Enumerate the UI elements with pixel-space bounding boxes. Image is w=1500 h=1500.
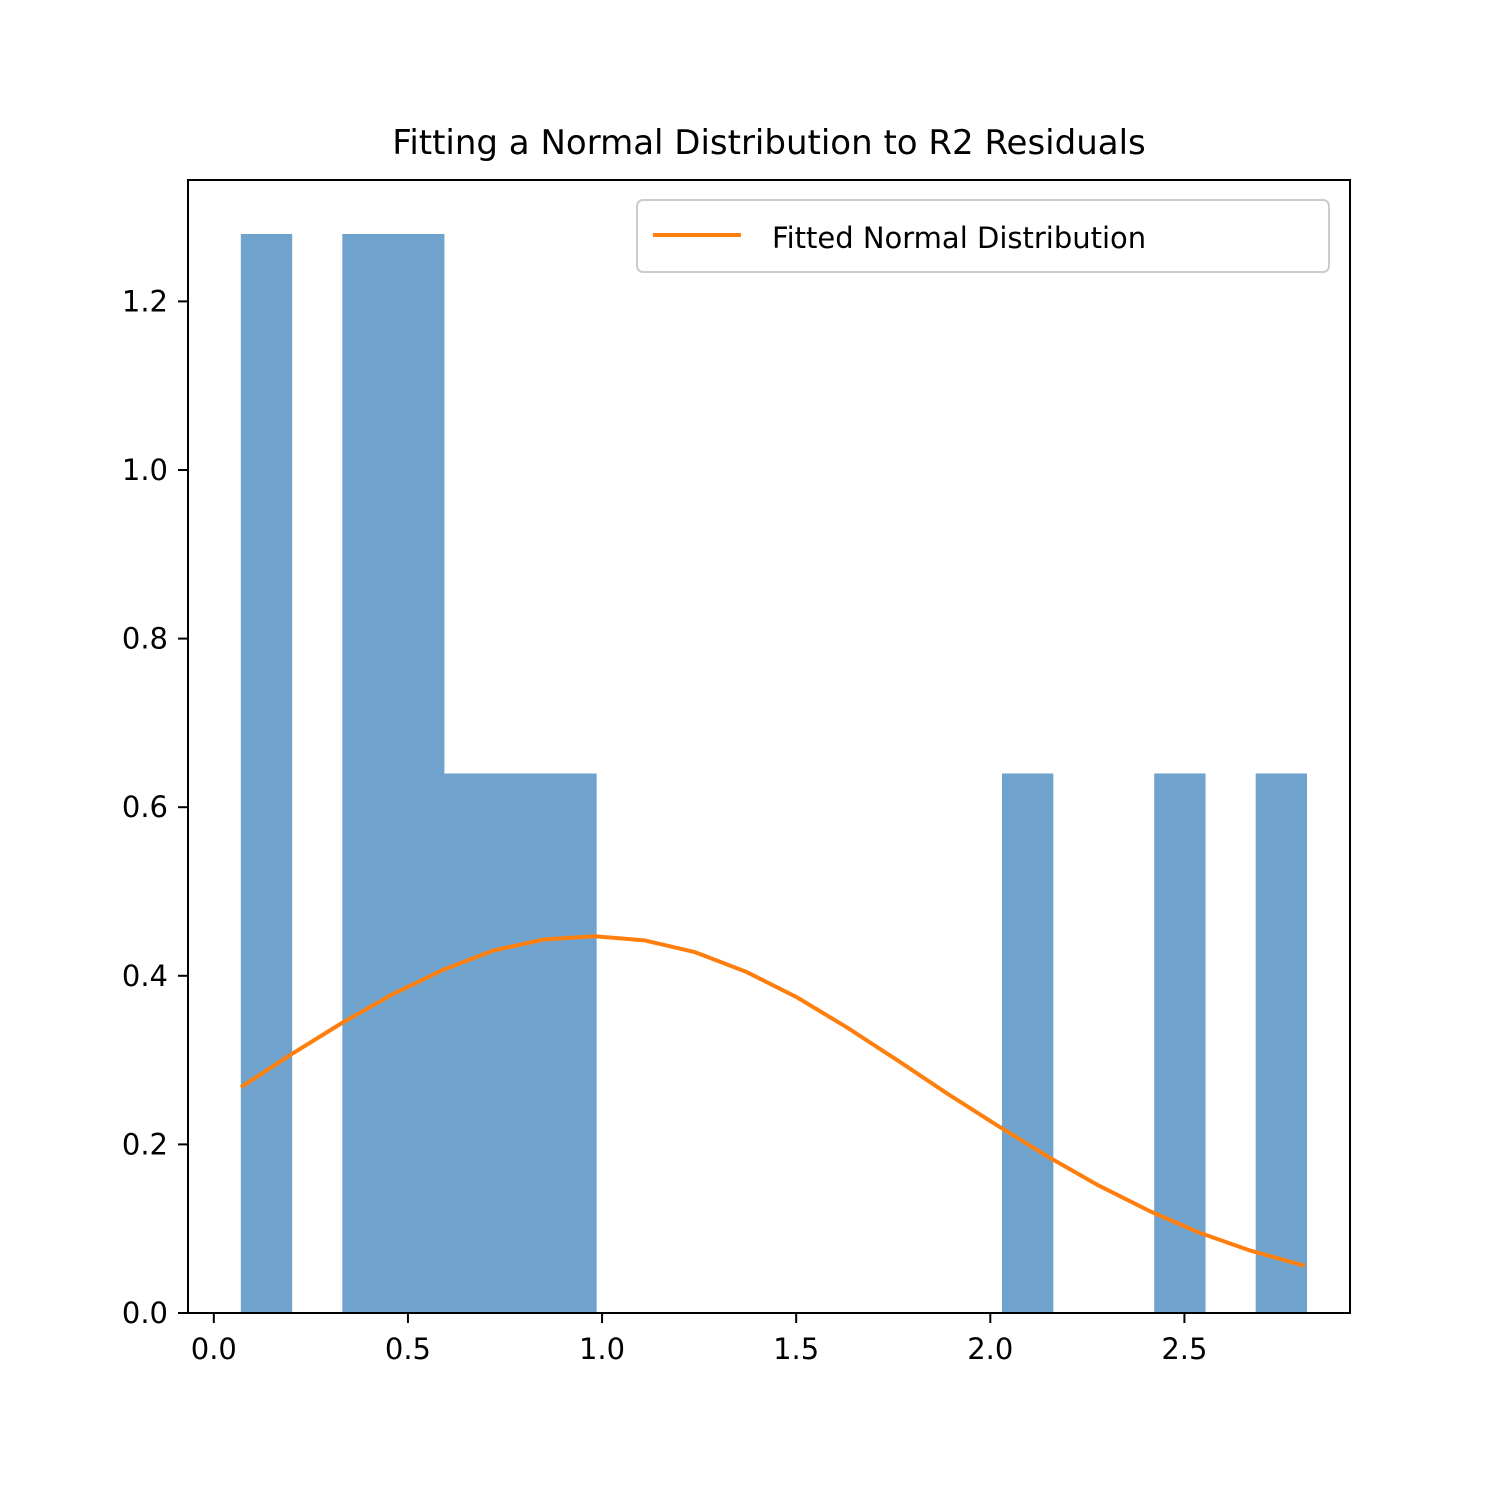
histogram-bar [494, 773, 546, 1313]
y-tick-label: 0.2 [122, 1127, 168, 1161]
fitted-curve-layer [239, 934, 1306, 1268]
x-tick-label: 2.0 [967, 1332, 1013, 1366]
fitted-normal-line [239, 934, 1306, 1268]
y-tick-label: 0.8 [122, 622, 168, 656]
y-tick-label: 1.0 [122, 453, 168, 487]
histogram-bar [240, 233, 293, 1313]
histogram-bar [443, 773, 496, 1313]
x-tick-label: 0.0 [191, 1332, 237, 1366]
x-tick-label: 1.5 [773, 1332, 819, 1366]
histogram-bar [1001, 773, 1054, 1313]
histogram-bar [1255, 773, 1308, 1313]
legend: Fitted Normal Distribution [636, 199, 1330, 273]
histogram-bar [393, 233, 445, 1313]
y-tick-label: 1.2 [122, 284, 168, 318]
y-tick-label: 0.0 [122, 1296, 168, 1330]
chart-title: Fitting a Normal Distribution to R2 Resi… [392, 123, 1146, 163]
y-axis-ticks: 0.0 0.2 0.4 0.6 0.8 1.0 1.2 [122, 284, 188, 1330]
x-axis-ticks: 0.0 0.5 1.0 1.5 2.0 2.5 [191, 1313, 1207, 1366]
histogram-bar [342, 233, 394, 1313]
x-tick-label: 2.5 [1161, 1332, 1207, 1366]
y-tick-label: 0.6 [122, 790, 168, 824]
legend-box [636, 199, 1330, 273]
x-tick-label: 1.0 [579, 1332, 625, 1366]
legend-label: Fitted Normal Distribution [772, 221, 1146, 255]
histogram-bar [545, 773, 597, 1313]
x-tick-label: 0.5 [385, 1332, 431, 1366]
histogram-bars [240, 233, 1308, 1313]
y-tick-label: 0.4 [122, 959, 168, 993]
plot-frame [187, 179, 1351, 1314]
